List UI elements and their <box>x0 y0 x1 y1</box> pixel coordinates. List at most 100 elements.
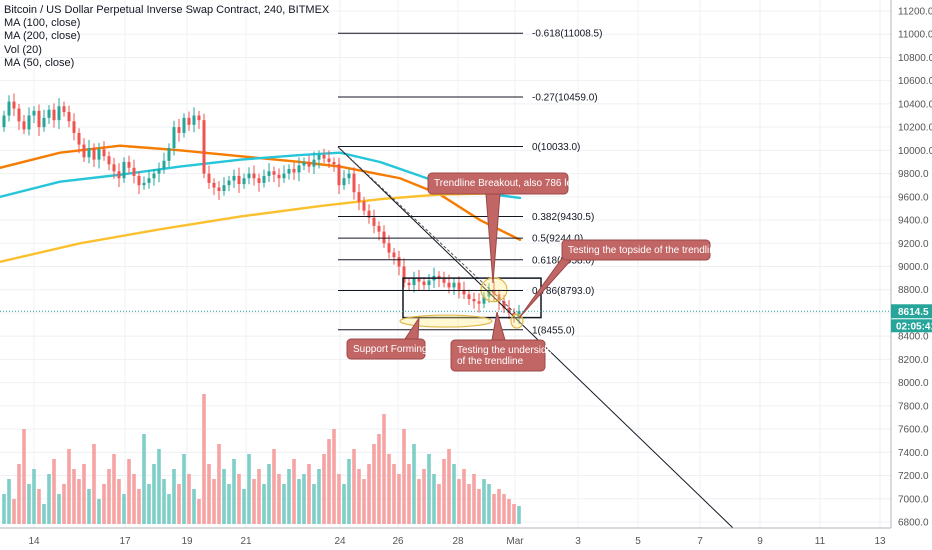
chart-annotations: Trendline Breakout, also 786 level Testin… <box>346 172 721 372</box>
candle-body <box>17 108 21 122</box>
candle-body <box>92 148 96 160</box>
candle-body <box>142 182 146 186</box>
volume-bar <box>382 414 386 524</box>
volume-bar <box>7 479 11 524</box>
price-axis[interactable]: 11200.0 11000.0 10800.0 10600.0 10400.0 10200… <box>0 0 932 529</box>
volume-bar <box>72 469 76 524</box>
volume-bar <box>242 489 246 524</box>
candle-body <box>457 282 461 290</box>
volume-bar <box>207 464 211 524</box>
candle-body <box>242 178 246 185</box>
trendline <box>337 146 734 529</box>
candle-body <box>27 115 31 130</box>
volume-bar <box>442 459 446 524</box>
volume-bar <box>302 474 306 524</box>
candle-body <box>172 127 176 149</box>
volume-bar <box>97 499 101 524</box>
price-tick-label: 10800.0 <box>898 53 932 64</box>
volume-bar <box>172 469 176 524</box>
price-tick-label: 9200.0 <box>898 239 929 250</box>
candle-body <box>452 282 456 288</box>
callout-box <box>561 239 711 261</box>
candle-body <box>102 149 106 157</box>
time-tick-label: 14 <box>28 536 40 547</box>
price-tick-label: 10000.0 <box>898 146 932 157</box>
candle-body <box>372 217 376 226</box>
candle-body <box>407 282 411 286</box>
time-tick-label: 5 <box>635 536 641 547</box>
symbol-title[interactable]: Bitcoin / US Dollar Perpetual Inverse Sw… <box>4 4 330 16</box>
candle-body <box>267 171 271 176</box>
volume-bar <box>237 474 241 524</box>
chart-legend: Bitcoin / US Dollar Perpetual Inverse Sw… <box>4 4 329 70</box>
time-tick-label: 19 <box>181 536 193 547</box>
candle-body <box>32 110 36 116</box>
volume-bar <box>317 469 321 524</box>
candle-body <box>122 161 126 179</box>
volume-bar <box>387 454 391 524</box>
volume-bar <box>372 444 376 524</box>
volume-bar <box>417 479 421 524</box>
volume-bar <box>472 474 476 524</box>
price-tick-label: 10400.0 <box>898 99 932 110</box>
candle-body <box>157 168 161 174</box>
volume-bar <box>502 494 506 524</box>
countdown-tag <box>891 319 932 333</box>
candle-body <box>237 175 241 185</box>
indicator-ma100[interactable]: MA (100, close) <box>4 17 81 30</box>
candle-body <box>397 257 401 267</box>
volume-bar <box>2 494 6 524</box>
candle-body <box>287 168 291 174</box>
candle-body <box>37 110 41 128</box>
fibonacci-levels: -0.618(11008.5) -0.27(10459.0) 0(10033.0) 0… <box>338 29 602 336</box>
volume-bar <box>402 429 406 524</box>
time-tick-label: 26 <box>392 536 404 547</box>
chart-grid <box>0 0 891 528</box>
candle-body <box>132 167 136 176</box>
candle-body <box>137 175 141 186</box>
volume-bar <box>307 464 311 524</box>
chart-drawings <box>337 146 734 529</box>
volume-bar <box>267 464 271 524</box>
callout-box <box>427 172 569 195</box>
candle-body <box>187 117 191 125</box>
candle-body <box>87 148 91 158</box>
volume-bar <box>467 484 471 524</box>
volume-bar <box>452 464 456 524</box>
candle-body <box>297 165 301 173</box>
price-tick-label: 10600.0 <box>898 76 932 87</box>
price-tick-label: 10200.0 <box>898 123 932 134</box>
indicator-ma50[interactable]: MA (50, close) <box>4 56 75 69</box>
candle-body <box>477 301 481 304</box>
candle-body <box>317 155 321 160</box>
volume-bar <box>482 479 486 524</box>
indicator-volume[interactable]: Vol (20) <box>4 43 42 56</box>
candle-body <box>82 144 86 158</box>
volume-bar <box>362 479 366 524</box>
candle-body <box>462 289 466 295</box>
time-axis[interactable]: 14 17 19 21 24 26 28 Mar 3 5 7 9 11 13 <box>0 527 891 547</box>
time-tick-label: 11 <box>815 536 826 547</box>
volume-bar <box>37 489 41 524</box>
volume-bar <box>327 439 331 524</box>
candle-body <box>347 173 351 179</box>
price-tick-label: 11000.0 <box>898 30 932 41</box>
fib-level-label: -0.618(11008.5) <box>532 29 602 40</box>
price-tick-label: 9600.0 <box>898 192 929 203</box>
price-tick-label: 7400.0 <box>898 448 929 459</box>
volume-bar <box>177 484 181 524</box>
price-tick-label: 11200.0 <box>898 7 932 18</box>
candle-body <box>47 109 51 118</box>
callout-text: Testing the underside <box>457 345 553 356</box>
volume-bar <box>282 484 286 524</box>
volume-bar <box>297 479 301 524</box>
time-tick-label: 13 <box>874 536 886 547</box>
candle-body <box>427 280 431 286</box>
candle-body <box>367 210 371 218</box>
indicator-ma200[interactable]: MA (200, close) <box>4 30 81 43</box>
volume-bar <box>412 444 416 524</box>
candle-body <box>22 121 26 130</box>
candle-body <box>382 231 386 244</box>
price-tick-label: 8800.0 <box>898 285 929 296</box>
